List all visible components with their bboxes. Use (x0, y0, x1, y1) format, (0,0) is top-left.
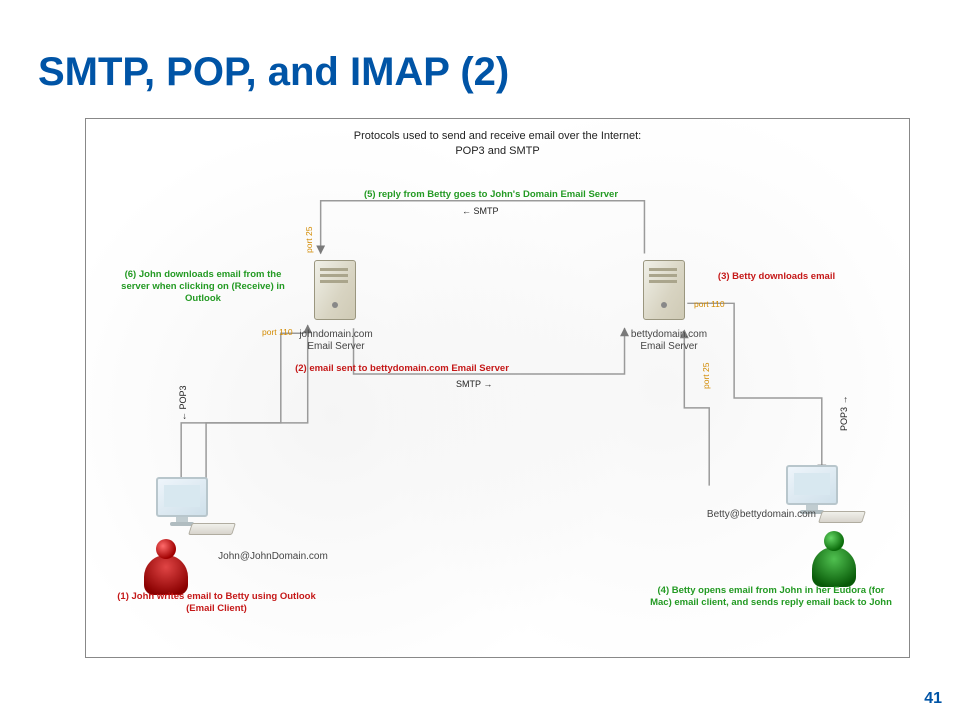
pop3-betty-label: POP3 → (839, 395, 849, 431)
slide-title: SMTP, POP, and IMAP (2) (38, 50, 509, 95)
step-5-label: (5) reply from Betty goes to John's Doma… (331, 189, 651, 201)
step-2-label: (2) email sent to bettydomain.com Email … (262, 363, 542, 375)
betty-port-110: port 110 (694, 299, 725, 309)
john-email-address: John@JohnDomain.com (198, 551, 348, 562)
betty-email-address: Betty@bettydomain.com (646, 509, 816, 520)
page-number: 41 (924, 690, 942, 708)
step-4-label: (4) Betty opens email from John in her E… (646, 585, 896, 609)
john-computer-icon (156, 477, 246, 537)
john-port-110: port 110 (262, 327, 293, 337)
betty-server-label: bettydomain.com Email Server (614, 329, 724, 353)
diagram-header: Protocols used to send and receive email… (86, 119, 909, 159)
pop3-john-label: ← POP3 (178, 385, 188, 421)
john-server-icon (312, 254, 358, 324)
betty-port-25: port 25 (701, 363, 711, 389)
diagram-container: Protocols used to send and receive email… (85, 118, 910, 658)
step-6-label: (6) John downloads email from the server… (114, 269, 292, 305)
diagram-header-line1: Protocols used to send and receive email… (354, 130, 641, 142)
smtp-right-label: SMTP → (456, 379, 492, 389)
john-server-label: johndomain.com Email Server (286, 329, 386, 353)
diagram-header-line2: POP3 and SMTP (455, 145, 539, 157)
john-port-25: port 25 (304, 227, 314, 253)
betty-user-icon (806, 529, 862, 593)
smtp-left-label: ← SMTP (462, 206, 499, 216)
betty-server-icon (641, 254, 687, 324)
step-1-label: (1) John writes email to Betty using Out… (114, 591, 319, 615)
step-3-label: (3) Betty downloads email (714, 271, 839, 283)
